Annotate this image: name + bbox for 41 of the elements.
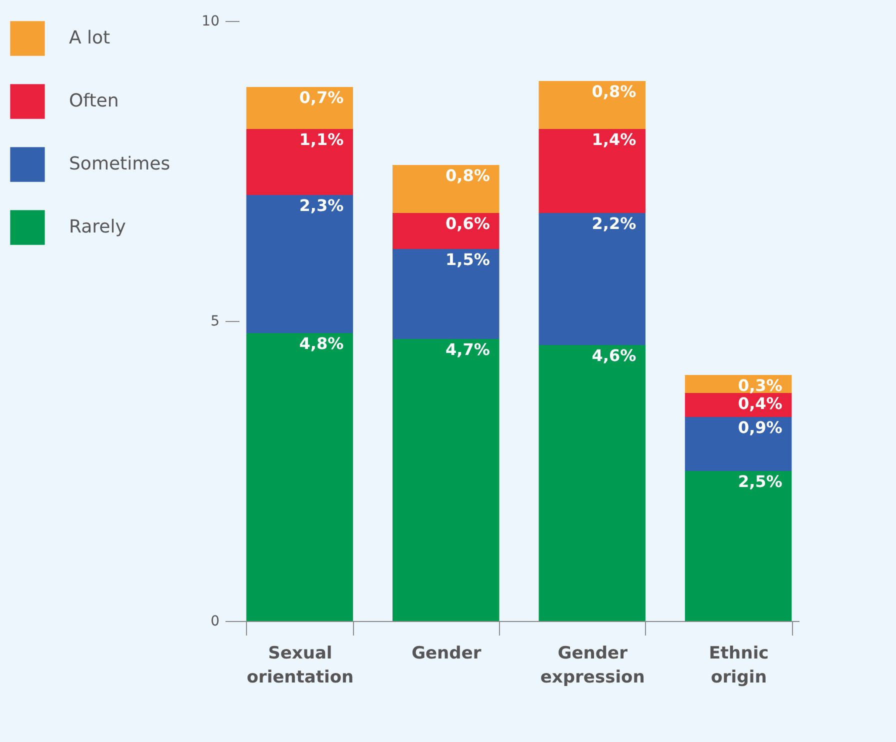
y-tick-label: 10 [202,14,220,30]
y-tick-label: 0 [210,614,220,630]
bar [246,195,354,333]
data-label: 0,4% [738,394,782,413]
legend-label: A lot [69,28,110,48]
bar [392,213,500,249]
x-tick-label: Gender [412,644,482,664]
data-label: 0,8% [592,82,636,101]
bar [538,345,646,621]
data-label: 0,8% [446,166,490,185]
bar [684,471,792,621]
data-label: 0,3% [738,376,782,395]
x-tick-label: Gender expression [540,644,645,688]
data-label: 0,9% [738,418,782,437]
bar [538,129,646,213]
data-label: 4,8% [299,334,344,353]
legend-label: Often [69,90,119,112]
bar [538,213,646,345]
bar [538,81,646,129]
bar [392,165,500,213]
data-label: 2,3% [299,196,344,215]
x-tick-label: Ethnic origin [708,644,769,688]
bar [246,129,354,195]
data-label: 1,4% [592,130,636,149]
data-label: 4,6% [592,346,636,365]
bar [392,249,500,339]
y-tick-label: 5 [210,314,220,330]
bar [684,417,792,471]
legend-label: Rarely [69,216,126,238]
data-label: 1,5% [446,250,490,269]
bar [392,339,500,621]
data-label: 0,7% [299,88,344,107]
data-label: 2,2% [592,214,636,233]
data-label: 4,7% [446,340,490,359]
bar [246,333,354,621]
data-label: 0,6% [446,214,490,233]
legend-label: Sometimes [69,154,170,174]
x-tick-label: Sexual orientation [246,644,354,688]
data-label: 2,5% [738,472,782,491]
data-label: 1,1% [299,130,344,149]
bar [246,87,354,129]
